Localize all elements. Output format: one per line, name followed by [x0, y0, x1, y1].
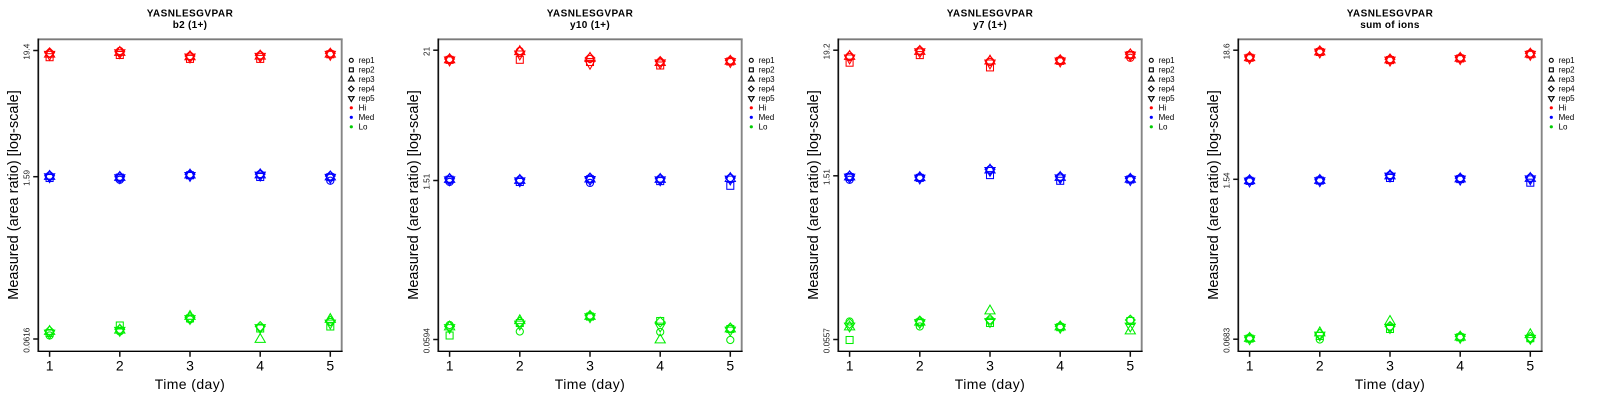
svg-text:Lo: Lo	[359, 123, 368, 132]
svg-text:1.59: 1.59	[22, 169, 31, 185]
svg-text:Measured (area ratio) [log-sca: Measured (area ratio) [log-scale]	[1206, 90, 1222, 300]
svg-text:0.0557: 0.0557	[822, 328, 831, 353]
svg-text:Time (day): Time (day)	[1355, 376, 1425, 392]
svg-text:Hi: Hi	[759, 104, 767, 113]
svg-text:2: 2	[516, 358, 524, 374]
svg-text:rep2: rep2	[1159, 66, 1176, 75]
svg-text:3: 3	[986, 358, 994, 374]
svg-text:21: 21	[422, 46, 431, 56]
svg-text:rep4: rep4	[359, 85, 376, 94]
svg-text:4: 4	[656, 358, 664, 374]
svg-text:19.4: 19.4	[22, 43, 31, 59]
svg-text:rep4: rep4	[759, 85, 776, 94]
svg-text:rep1: rep1	[359, 56, 376, 65]
svg-text:4: 4	[256, 358, 264, 374]
svg-text:1: 1	[1246, 358, 1254, 374]
svg-text:1: 1	[846, 358, 854, 374]
svg-text:YASNLESGVPAR: YASNLESGVPAR	[547, 9, 634, 20]
svg-text:3: 3	[1386, 358, 1394, 374]
svg-text:4: 4	[1456, 358, 1464, 374]
svg-text:19.2: 19.2	[822, 43, 831, 59]
svg-text:y10 (1+): y10 (1+)	[570, 20, 610, 31]
svg-text:rep5: rep5	[1559, 94, 1576, 103]
svg-text:Med: Med	[759, 113, 775, 122]
svg-text:Time (day): Time (day)	[555, 376, 625, 392]
svg-text:rep1: rep1	[1159, 56, 1176, 65]
svg-text:YASNLESGVPAR: YASNLESGVPAR	[1347, 9, 1434, 20]
svg-text:rep3: rep3	[1559, 75, 1576, 84]
svg-text:Hi: Hi	[359, 104, 367, 113]
svg-text:YASNLESGVPAR: YASNLESGVPAR	[147, 9, 234, 20]
svg-text:4: 4	[1056, 358, 1064, 374]
svg-text:5: 5	[1526, 358, 1534, 374]
svg-text:0.0594: 0.0594	[422, 328, 431, 353]
svg-text:3: 3	[586, 358, 594, 374]
svg-text:18.6: 18.6	[1222, 43, 1231, 59]
svg-text:Measured (area ratio) [log-sca: Measured (area ratio) [log-scale]	[406, 90, 422, 300]
svg-text:rep3: rep3	[759, 75, 776, 84]
svg-text:Hi: Hi	[1159, 104, 1167, 113]
svg-text:2: 2	[916, 358, 924, 374]
svg-text:Med: Med	[1159, 113, 1175, 122]
svg-text:rep5: rep5	[759, 94, 776, 103]
svg-text:Time (day): Time (day)	[955, 376, 1025, 392]
svg-text:Lo: Lo	[1559, 123, 1568, 132]
svg-text:b2 (1+): b2 (1+)	[173, 20, 208, 31]
svg-text:rep4: rep4	[1559, 85, 1576, 94]
svg-text:rep1: rep1	[1559, 56, 1576, 65]
svg-text:rep4: rep4	[1159, 85, 1176, 94]
svg-text:YASNLESGVPAR: YASNLESGVPAR	[947, 9, 1034, 20]
svg-text:Lo: Lo	[759, 123, 768, 132]
svg-text:3: 3	[186, 358, 194, 374]
svg-text:Hi: Hi	[1559, 104, 1567, 113]
svg-text:Med: Med	[1559, 113, 1575, 122]
svg-text:rep2: rep2	[759, 66, 776, 75]
svg-text:Med: Med	[359, 113, 375, 122]
svg-text:sum of ions: sum of ions	[1360, 20, 1420, 31]
svg-text:rep5: rep5	[1159, 94, 1176, 103]
svg-text:5: 5	[326, 358, 334, 374]
svg-text:y7 (1+): y7 (1+)	[973, 20, 1007, 31]
svg-text:1: 1	[446, 358, 454, 374]
svg-text:rep3: rep3	[359, 75, 376, 84]
svg-text:rep2: rep2	[1559, 66, 1576, 75]
svg-text:1.54: 1.54	[1222, 172, 1231, 188]
svg-text:5: 5	[726, 358, 734, 374]
svg-text:1.51: 1.51	[822, 169, 831, 185]
svg-text:5: 5	[1126, 358, 1134, 374]
svg-text:Time (day): Time (day)	[155, 376, 225, 392]
svg-text:0.0616: 0.0616	[22, 327, 31, 352]
svg-text:1.51: 1.51	[422, 173, 431, 189]
svg-text:rep1: rep1	[759, 56, 776, 65]
svg-text:2: 2	[116, 358, 124, 374]
svg-text:Measured (area ratio) [log-sca: Measured (area ratio) [log-scale]	[806, 90, 822, 300]
svg-text:rep3: rep3	[1159, 75, 1176, 84]
svg-text:2: 2	[1316, 358, 1324, 374]
svg-text:Lo: Lo	[1159, 123, 1168, 132]
svg-text:0.0683: 0.0683	[1222, 327, 1231, 352]
svg-text:rep2: rep2	[359, 66, 376, 75]
svg-text:Measured (area ratio) [log-sca: Measured (area ratio) [log-scale]	[6, 90, 22, 300]
svg-text:rep5: rep5	[359, 94, 376, 103]
svg-text:1: 1	[46, 358, 54, 374]
